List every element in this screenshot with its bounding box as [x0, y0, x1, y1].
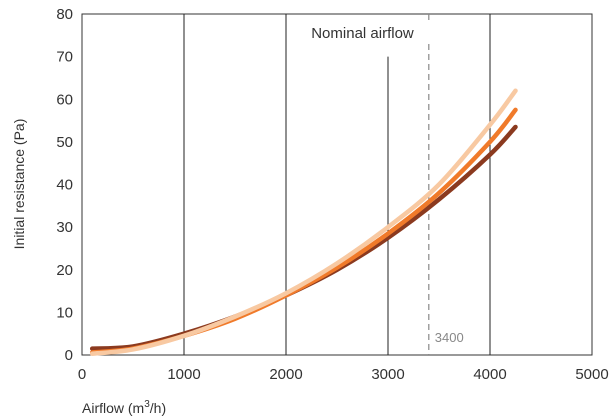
y-tick-label: 70 [56, 49, 73, 66]
x-tick-label: 0 [78, 366, 86, 383]
y-tick-label: 30 [56, 219, 73, 236]
series-layer [89, 88, 518, 356]
nominal-airflow-value-label: 3400 [435, 330, 464, 345]
y-tick-label: 50 [56, 134, 73, 151]
x-axis-title: Airflow (m3/h) [82, 399, 166, 416]
x-axis-title-superscript: 3 [144, 399, 150, 410]
y-tick-label: 20 [56, 262, 73, 279]
plot-area [81, 13, 593, 356]
series-line-3 [89, 88, 518, 356]
y-tick-labels: 0 10 20 30 40 50 60 70 80 [56, 6, 73, 364]
nominal-airflow-annotation: Nominal airflow 3400 [294, 14, 464, 355]
x-axis-title-tail: /h) [150, 400, 166, 416]
x-tick-label: 2000 [269, 366, 302, 383]
x-tick-label: 1000 [167, 366, 200, 383]
y-tick-label: 60 [56, 91, 73, 108]
y-tick-label: 80 [56, 6, 73, 23]
x-tick-label: 4000 [473, 366, 506, 383]
nominal-airflow-label-background [294, 22, 430, 44]
x-tick-label: 3000 [371, 366, 404, 383]
y-axis-title: Initial resistance (Pa) [11, 119, 27, 250]
y-tick-label: 40 [56, 177, 73, 194]
nominal-airflow-label: Nominal airflow [311, 25, 414, 42]
gridlines [183, 14, 491, 355]
x-tick-labels: 0 1000 2000 3000 4000 5000 [78, 366, 609, 383]
x-tick-label: 5000 [575, 366, 608, 383]
y-tick-label: 0 [65, 347, 73, 364]
y-tick-label: 10 [56, 304, 73, 321]
x-axis-title-main: Airflow (m [82, 400, 144, 416]
